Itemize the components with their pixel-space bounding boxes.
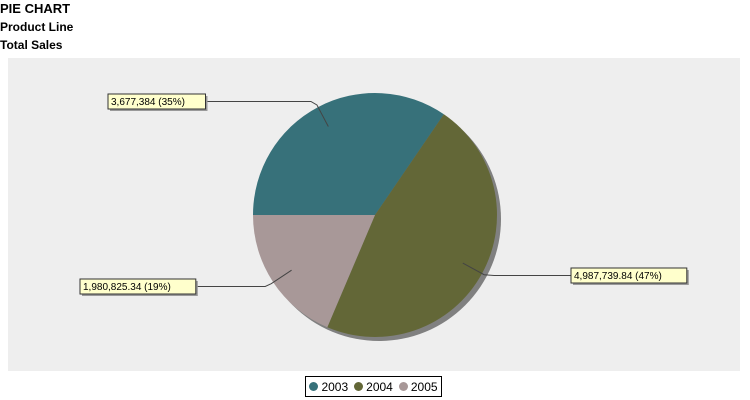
data-label-2005: 1,980,825.34 (19%) (83, 282, 171, 293)
pie-slice-2004 (327, 114, 497, 337)
legend-label-2003: 2003 (321, 379, 349, 394)
chart-subtitle: Product Line (0, 20, 74, 34)
data-label-2003: 3,677,384 (35%) (111, 97, 185, 108)
legend-swatch-2005 (398, 382, 408, 391)
chart-subtitle-2: Total Sales (0, 38, 63, 52)
label-box-2004 (570, 267, 688, 284)
data-label-2004: 4,987,739.84 (47%) (574, 271, 662, 282)
legend-label-2004: 2004 (366, 379, 393, 394)
label-box-2003 (107, 93, 206, 110)
chart-title: PIE CHART (0, 1, 71, 16)
label-leader-2005 (195, 269, 292, 287)
pie-slice-2003 (253, 92, 444, 215)
pie-slice-2005 (252, 215, 375, 328)
legend-swatch-2004 (354, 382, 364, 391)
legend: 2003 2004 2005 (305, 376, 442, 397)
legend-swatch-2003 (309, 382, 319, 391)
label-leader-2004 (462, 262, 571, 276)
legend-item-2005: 2005 (398, 379, 438, 394)
legend-item-2003: 2003 (309, 380, 348, 394)
legend-item-2004: 2004 (354, 380, 393, 394)
label-box-2005 (79, 278, 197, 295)
legend-label-2005: 2005 (410, 379, 438, 394)
label-leader-2003 (205, 101, 329, 127)
